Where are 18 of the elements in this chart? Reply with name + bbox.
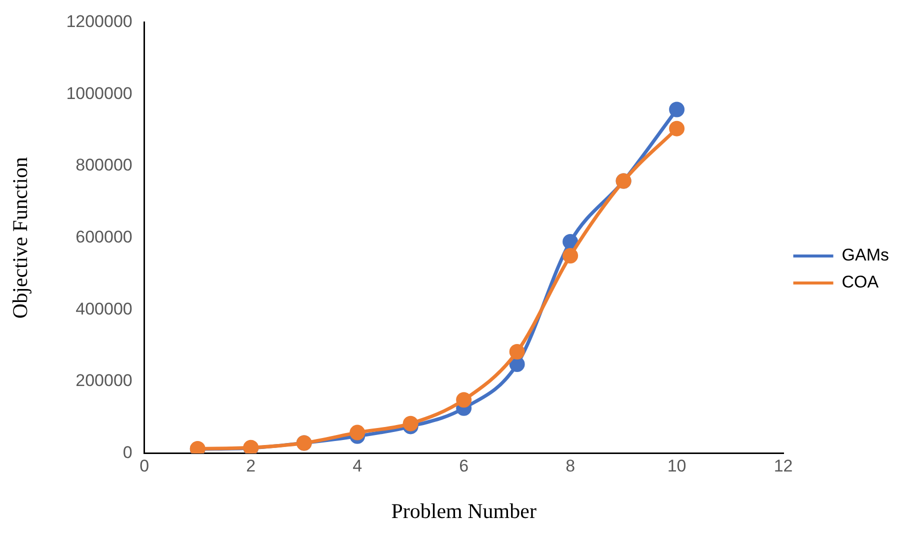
y-tick-label: 0 <box>122 443 132 462</box>
y-tick-label: 800000 <box>76 156 132 175</box>
legend-label: GAMs <box>842 246 890 265</box>
x-axis-title: Problem Number <box>391 498 536 523</box>
y-tick-label: 1000000 <box>66 84 132 103</box>
y-tick-label: 400000 <box>76 299 132 318</box>
y-tick-label: 200000 <box>76 371 132 390</box>
x-tick-label: 12 <box>774 456 793 476</box>
y-axis-title: Objective Function <box>8 156 32 319</box>
y-tick-label: 600000 <box>76 227 132 246</box>
y-tick-label: 1200000 <box>66 12 132 31</box>
x-tick-label: 8 <box>566 456 576 476</box>
x-tick-label: 10 <box>667 456 686 476</box>
x-tick-label: 4 <box>352 456 362 476</box>
legend-label: COA <box>842 272 880 292</box>
x-tick-label: 2 <box>246 456 256 476</box>
x-tick-label: 0 <box>140 456 150 476</box>
x-tick-label: 6 <box>459 456 469 476</box>
